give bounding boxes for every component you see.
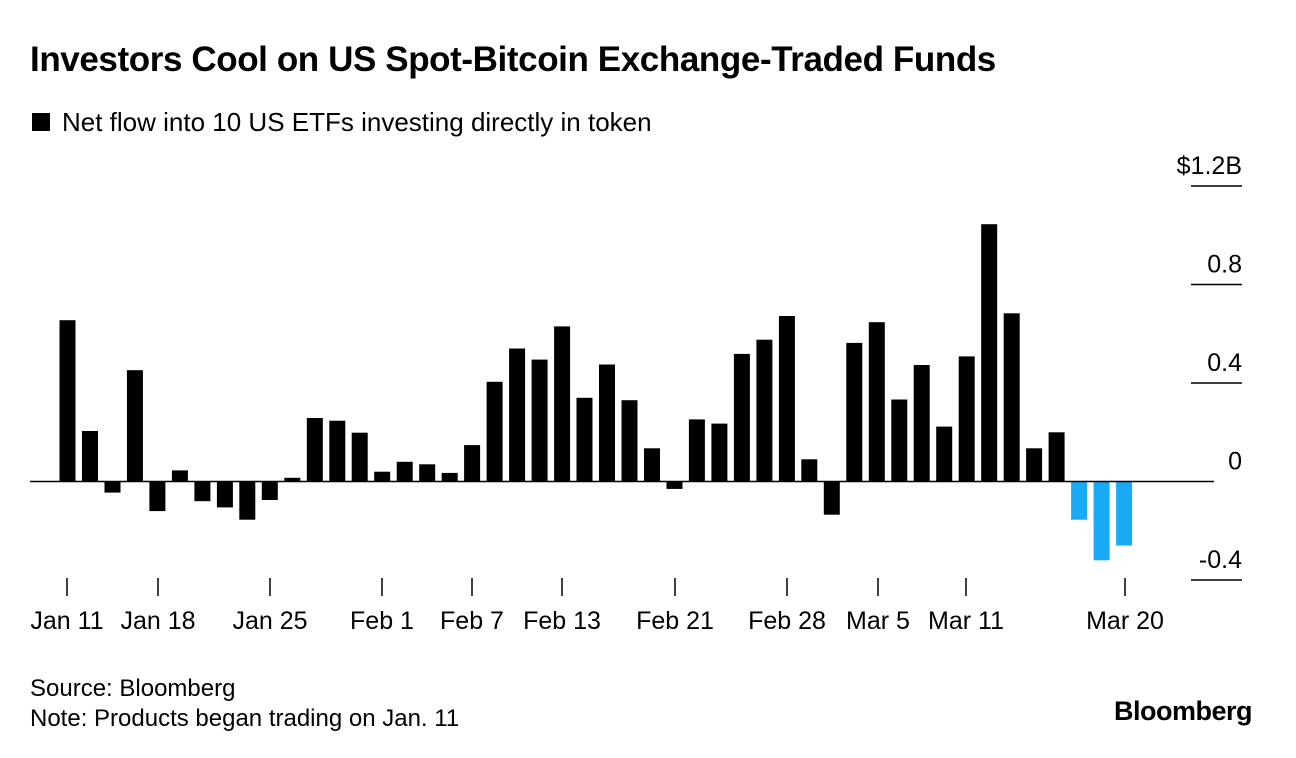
bar	[261, 481, 278, 500]
x-tick-label: Feb 1	[350, 607, 414, 635]
chart-title: Investors Cool on US Spot-Bitcoin Exchan…	[30, 40, 996, 79]
bar	[441, 472, 458, 482]
y-tick-label: 0	[1228, 448, 1242, 476]
x-tick-label: Mar 5	[846, 607, 910, 635]
bar	[126, 370, 143, 482]
bar	[891, 399, 908, 482]
legend-label: Net flow into 10 US ETFs investing direc…	[62, 106, 652, 137]
bar	[1093, 481, 1110, 561]
x-tick-label: Feb 13	[523, 607, 601, 635]
bar	[149, 481, 166, 512]
bar	[464, 445, 481, 482]
x-tick-label: Mar 20	[1086, 607, 1164, 635]
x-tick-label: Jan 18	[120, 607, 195, 635]
source-note: Source: Bloomberg	[30, 675, 236, 702]
bar	[644, 448, 660, 482]
bar	[239, 481, 256, 520]
bar	[666, 481, 683, 489]
bar	[778, 316, 795, 482]
bar	[981, 224, 998, 482]
x-tick-label: Feb 21	[636, 607, 714, 635]
legend: Net flow into 10 US ETFs investing direc…	[32, 106, 652, 138]
x-tick-label: Jan 11	[30, 607, 103, 635]
bar	[351, 432, 368, 482]
bar	[801, 459, 818, 482]
x-tick-label: Mar 11	[928, 607, 1004, 635]
bar	[531, 359, 548, 482]
bar	[82, 431, 98, 482]
y-tick-label: $1.2B	[1177, 152, 1242, 180]
legend-swatch	[32, 113, 50, 131]
bar	[733, 353, 750, 482]
bar	[419, 464, 436, 482]
bar	[396, 461, 413, 482]
bar	[1116, 481, 1133, 546]
bar	[936, 426, 953, 482]
bar	[486, 381, 503, 482]
bar	[1071, 481, 1088, 520]
x-tick-label: Feb 7	[440, 607, 504, 635]
bar	[1048, 432, 1065, 482]
bar	[216, 481, 233, 508]
footer: Source: Bloomberg Note: Products began t…	[30, 674, 459, 734]
bar	[509, 348, 526, 482]
y-tick-label: -0.4	[1199, 546, 1242, 574]
bar	[59, 320, 76, 482]
bar	[1026, 448, 1043, 482]
bloomberg-logo: Bloomberg	[1114, 696, 1253, 726]
footnote: Note: Products began trading on Jan. 11	[30, 705, 460, 732]
bar	[823, 481, 840, 515]
bar	[306, 418, 323, 482]
x-tick-label: Feb 28	[748, 607, 826, 635]
y-tick-label: 0.8	[1207, 251, 1242, 279]
bar	[756, 339, 773, 482]
bar	[194, 481, 211, 502]
bar	[554, 326, 571, 482]
x-tick-label: Jan 25	[232, 607, 307, 635]
bar	[284, 477, 301, 482]
y-tick-label: 0.4	[1207, 349, 1242, 377]
bar	[329, 420, 346, 482]
bar	[576, 397, 593, 482]
bar	[688, 419, 705, 482]
bar	[958, 356, 975, 482]
bar	[1003, 313, 1020, 482]
bar	[913, 365, 930, 482]
bar	[104, 481, 121, 493]
bar	[846, 342, 863, 482]
bar	[621, 400, 638, 482]
bar	[171, 470, 188, 482]
bar	[711, 423, 728, 482]
bar	[374, 471, 391, 482]
bar	[599, 364, 615, 482]
bar	[868, 322, 885, 482]
